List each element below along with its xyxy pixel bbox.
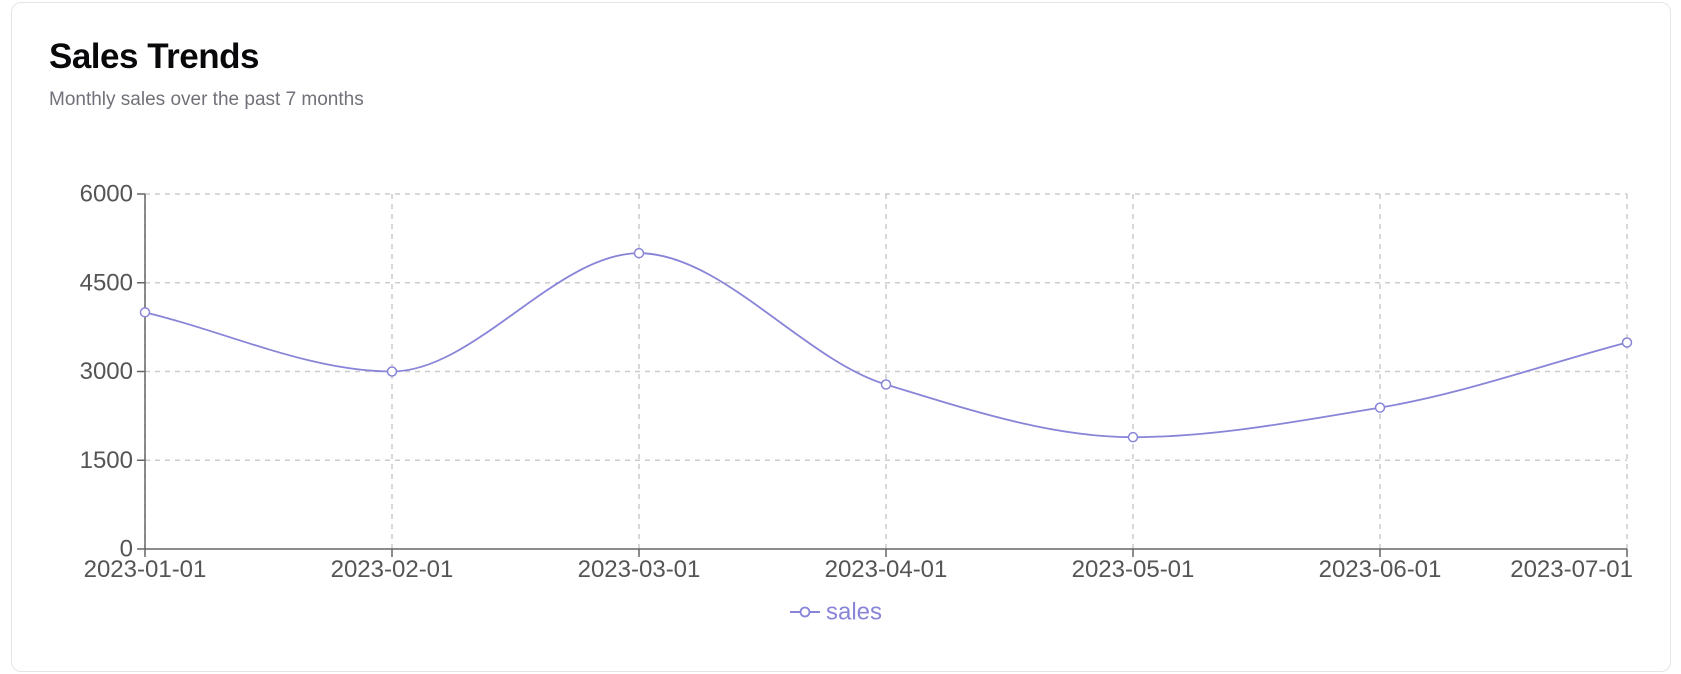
data-point[interactable] <box>1374 402 1386 413</box>
y-tick-label: 0 <box>120 536 133 563</box>
x-tick-label: 2023-06-01 <box>1319 556 1442 583</box>
x-tick-label: 2023-02-01 <box>331 556 454 583</box>
x-tick-label: 2023-01-01 <box>84 556 207 583</box>
chart-grid <box>144 193 1628 549</box>
y-tick-label: 3000 <box>80 358 133 385</box>
x-tick-label: 2023-03-01 <box>578 556 701 583</box>
chart-card: Sales Trends Monthly sales over the past… <box>11 2 1671 672</box>
data-point[interactable] <box>386 366 398 377</box>
chart-series <box>139 247 1633 443</box>
y-tick-label: 6000 <box>80 181 133 208</box>
legend-label[interactable]: sales <box>826 599 882 626</box>
data-point[interactable] <box>633 247 645 259</box>
data-point[interactable] <box>1621 337 1633 348</box>
x-tick-label: 2023-04-01 <box>825 556 948 583</box>
x-tick-label: 2023-07-01 <box>1510 556 1633 583</box>
y-tick-label: 4500 <box>80 269 133 296</box>
data-point[interactable] <box>1127 431 1139 443</box>
x-tick-label: 2023-05-01 <box>1072 556 1195 583</box>
y-tick-label: 1500 <box>80 447 133 474</box>
legend-marker-icon <box>799 606 811 618</box>
card-subtitle: Monthly sales over the past 7 months <box>49 89 364 110</box>
chart-legend: sales <box>790 599 882 626</box>
card-title: Sales Trends <box>49 37 259 76</box>
data-point[interactable] <box>139 307 151 318</box>
data-point[interactable] <box>880 379 892 390</box>
chart-axes: 0 1500 3000 4500 6000 2023-01-01 2023-02-01 202… <box>80 181 1633 584</box>
